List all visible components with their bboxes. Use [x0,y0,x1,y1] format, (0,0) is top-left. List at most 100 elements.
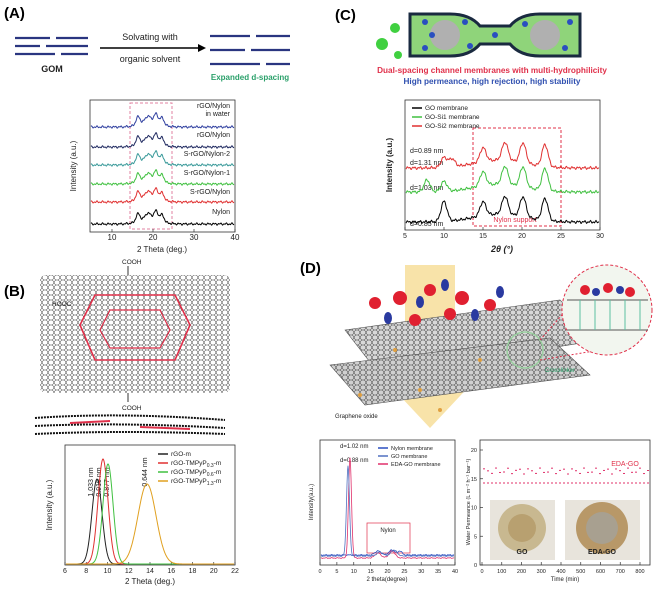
group-label: HOOC [52,301,72,308]
legend: GO membrane GO-Si1 membrane GO-Si2 membran… [412,105,480,130]
annotation: d=0.85 nm [410,221,443,228]
legend-text: rGO-TMPyP [171,469,207,476]
y-axis-label: Intensity(a.u.) [309,484,315,520]
x-axis-label: Time (min) [551,577,579,583]
curve-label: S-rGO/Nylon [190,189,230,196]
x-tick-label: 16 [167,568,175,575]
scheme-label: Graphene oxide [335,414,378,420]
x-tick-label: 35 [435,569,441,575]
curve [90,112,235,129]
legend-sub: 1.3 [207,481,214,487]
annotation: d=1.02 nm [340,444,369,450]
legend-label: rGO-m [171,451,191,458]
curve [405,195,600,225]
legend: rGO-mrGO-TMPyP0.3-mrGO-TMPyP0.6-mrGO-TMP… [158,451,221,487]
x-tick-label: 10 [440,233,448,240]
legend-label: rGO-TMPyP0.6-m [171,469,221,478]
x-tick-label: 100 [497,569,506,575]
curve-label: Nylon [212,209,230,216]
x-tick-label: 20 [384,569,390,575]
x-tick-label: 40 [452,569,458,575]
channel-scheme [376,12,582,59]
x-tick-label: 10 [351,569,357,575]
x-tick-label: 40 [231,233,240,242]
legend: Nylon membrane GO membrane EDA-GO membrane [378,446,441,468]
group-label: COOH [122,405,142,412]
legend-text: rGO-m [171,451,191,458]
panel-label: (B) [4,283,25,300]
series-label: EDA-GO [611,461,639,468]
legend-label: Nylon membrane [391,446,433,452]
x-tick-label: 14 [146,568,154,575]
x-tick-label: 10 [104,568,112,575]
curve-label: S-rGO/Nylon-2 [184,151,230,158]
x-axis-label: 2 theta(degree) [366,577,407,583]
annotation: Nylon support [493,217,536,224]
legend-sub: 0.6 [207,472,214,478]
curve [320,465,455,557]
legend-text: -m [214,460,222,467]
x-tick-label: 800 [635,569,644,575]
legend-text: -m [214,469,222,476]
x-tick-label: 0 [318,569,321,575]
x-tick-label: 30 [190,233,199,242]
membrane-scheme [329,264,653,428]
molecule [40,266,230,402]
annotation: d=0.89 nm [410,148,443,155]
x-axis-label: 2θ (°) [490,244,513,254]
x-axis-label: 2 Theta (deg.) [125,577,175,586]
x-tick-label: 0 [480,569,483,575]
panel-label: (A) [4,5,25,22]
y-axis-label: Intensity (a.u.) [385,138,394,193]
y-tick-label: 10 [471,506,477,512]
photo-label: EDA-GO [588,549,617,556]
x-tick-label: 500 [576,569,585,575]
photo-label: GO [517,549,528,556]
x-tick-label: 20 [518,233,526,240]
x-tick-label: 15 [479,233,487,240]
x-tick-label: 400 [556,569,565,575]
y-tick-label: 5 [474,534,477,540]
y-tick-label: 15 [471,477,477,483]
x-tick-label: 18 [189,568,197,575]
annotation: 0.644 nm [142,457,149,486]
gom-layers [15,34,290,66]
curve-label: S-rGO/Nylon-1 [184,170,230,177]
legend-text: rGO-TMPyP [171,478,207,485]
x-tick-label: 25 [401,569,407,575]
curve-labels: rGO/Nylon in water rGO/Nylon S-rGO/Nylon… [184,103,231,216]
x-tick-label: 6 [63,568,67,575]
y-tick-label: 20 [471,448,477,454]
scheme-label: Crosslinker [545,368,575,374]
x-tick-label: 25 [557,233,565,240]
arrow-head [198,44,206,52]
y-axis-label: Intensity (a.u.) [69,140,78,191]
panel-label: (D) [300,260,321,277]
x-tick-label: 600 [596,569,605,575]
scheme-text: Solvating with [122,32,178,42]
plot-frame [89,99,236,233]
x-tick-label: 5 [335,569,338,575]
legend-label: EDA-GO membrane [391,462,441,468]
plot-frame [404,99,601,231]
x-tick-label: 30 [596,233,604,240]
x-tick-label: 200 [517,569,526,575]
legend-label: GO membrane [425,105,468,112]
annotation: 1.033 nm [88,467,95,496]
x-tick-label: 20 [210,568,218,575]
x-tick-label: 8 [84,568,88,575]
scheme-text: GOM [41,64,63,74]
annotation: d=1.31 nm [410,160,443,167]
curve [405,141,600,171]
legend-text: rGO-TMPyP [171,460,207,467]
curve [90,132,235,149]
annotation: d=0.88 nm [340,458,369,464]
curve [320,457,455,559]
curve [90,209,235,226]
curve [90,169,235,186]
x-tick-label: 5 [403,233,407,240]
curve [90,150,235,167]
curve [66,483,234,565]
legend-sub: 0.3 [207,463,214,469]
